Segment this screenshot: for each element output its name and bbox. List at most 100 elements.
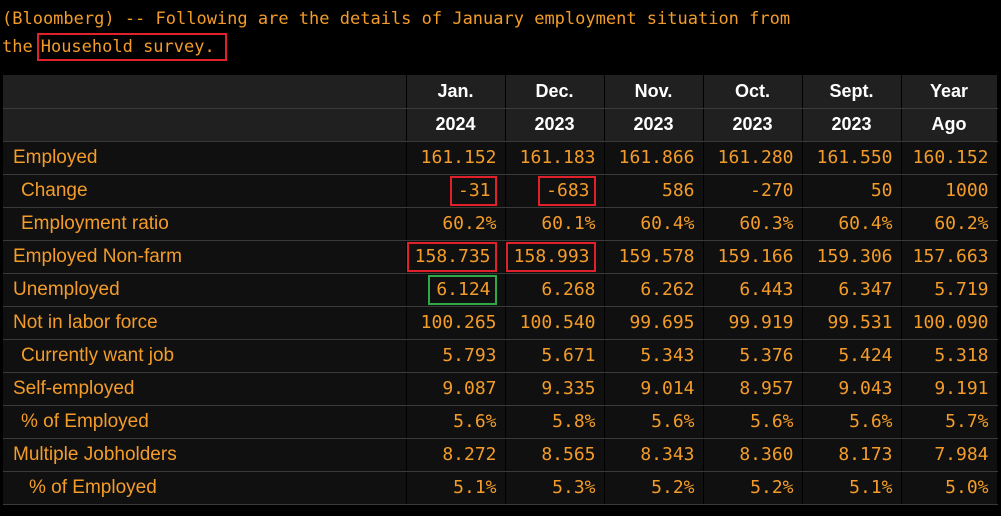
col-header-month: Sept. [802,75,902,109]
table-cell: 161.183 [505,141,605,175]
table-cell: 100.540 [505,306,605,340]
red-highlight-box: 158.993 [505,241,596,272]
red-highlight-box: -683 [538,175,596,206]
table-cell: 161.550 [802,141,902,175]
col-header-year: Ago [901,108,998,142]
table-cell: -270 [703,174,803,208]
row-label: Not in labor force [3,306,407,340]
table-row: % of Employed 5.6% 5.8% 5.6% 5.6% 5.6% 5… [3,405,998,439]
row-label: Employment ratio [3,207,407,241]
green-highlight-box: 6.124 [428,274,497,305]
table-cell: 8.565 [505,438,605,472]
table-cell: 5.2% [703,471,803,505]
red-highlight-box: 158.735 [406,241,497,272]
table-cell: 586 [604,174,704,208]
table-row: Change -31 -683 586 -270 50 1000 [3,174,998,208]
employment-table: Jan. Dec. Nov. Oct. Sept. Year 2024 2023… [3,75,998,505]
col-header-month: Oct. [703,75,803,109]
col-header-year: 2023 [703,108,803,142]
table-row: Multiple Jobholders 8.272 8.565 8.343 8.… [3,438,998,472]
table-row: Not in labor force 100.265 100.540 99.69… [3,306,998,340]
table-cell: 160.152 [901,141,998,175]
row-label: Unemployed [3,273,407,307]
table-cell: 5.793 [406,339,506,373]
header-blank [3,75,407,109]
table-cell: 1000 [901,174,998,208]
table-cell: 8.957 [703,372,803,406]
table-row: Unemployed 6.124 6.268 6.262 6.443 6.347… [3,273,998,307]
table-cell: 60.2% [406,207,506,241]
row-label: Change [3,174,407,208]
table-cell: 161.280 [703,141,803,175]
table-row: Employed Non-farm 158.735 158.993 159.57… [3,240,998,274]
table-cell: 5.0% [901,471,998,505]
table-cell: 5.1% [406,471,506,505]
table-cell: 8.360 [703,438,803,472]
table-cell: -683 [505,174,605,208]
table-cell: 5.8% [505,405,605,439]
table-cell: 60.4% [802,207,902,241]
table-cell: 99.531 [802,306,902,340]
table-cell: 5.719 [901,273,998,307]
table-cell: 5.1% [802,471,902,505]
table-cell: 158.735 [406,240,506,274]
table-cell: 60.4% [604,207,704,241]
table-cell: 100.090 [901,306,998,340]
table-cell: 5.2% [604,471,704,505]
table-cell: 99.695 [604,306,704,340]
table-cell: 60.1% [505,207,605,241]
table-cell: 158.993 [505,240,605,274]
table-cell: 6.443 [703,273,803,307]
table-row: Employed 161.152 161.183 161.866 161.280… [3,141,998,175]
row-label: Currently want job [3,339,407,373]
table-cell: 159.578 [604,240,704,274]
col-header-year: 2023 [505,108,605,142]
table-cell: 8.173 [802,438,902,472]
col-header-year: 2023 [802,108,902,142]
row-label: % of Employed [3,471,407,505]
table-cell: 161.152 [406,141,506,175]
row-label: Multiple Jobholders [3,438,407,472]
row-label: Employed Non-farm [3,240,407,274]
table-cell: 5.6% [406,405,506,439]
table-row: Self-employed 9.087 9.335 9.014 8.957 9.… [3,372,998,406]
intro-text: (Bloomberg) -- Following are the details… [2,5,992,61]
table-cell: 9.087 [406,372,506,406]
table-cell: 6.268 [505,273,605,307]
table-cell: 5.343 [604,339,704,373]
table-cell: 50 [802,174,902,208]
table-cell: 9.014 [604,372,704,406]
row-label: % of Employed [3,405,407,439]
row-label: Employed [3,141,407,175]
header-blank [3,108,407,142]
table-cell: 9.335 [505,372,605,406]
table-row: Currently want job 5.793 5.671 5.343 5.3… [3,339,998,373]
table-cell: 157.663 [901,240,998,274]
col-header-year: 2023 [604,108,704,142]
table-cell: 7.984 [901,438,998,472]
col-header-month: Dec. [505,75,605,109]
table-cell: 5.6% [703,405,803,439]
table-cell: 6.347 [802,273,902,307]
table-cell: 99.919 [703,306,803,340]
table-cell: 161.866 [604,141,704,175]
col-header-month: Nov. [604,75,704,109]
table-cell: 5.376 [703,339,803,373]
table-row: Employment ratio 60.2% 60.1% 60.4% 60.3%… [3,207,998,241]
table-cell: 100.265 [406,306,506,340]
table-cell: 6.262 [604,273,704,307]
household-survey-highlight: Household survey. [36,33,227,61]
table-cell: 5.318 [901,339,998,373]
table-cell: 6.124 [406,273,506,307]
table-cell: 5.6% [604,405,704,439]
table-cell: 159.306 [802,240,902,274]
col-header-year: 2024 [406,108,506,142]
table-cell: -31 [406,174,506,208]
intro-line-1: (Bloomberg) -- Following are the details… [2,9,791,29]
table-cell: 60.3% [703,207,803,241]
table-cell: 159.166 [703,240,803,274]
table-row: % of Employed 5.1% 5.3% 5.2% 5.2% 5.1% 5… [3,471,998,505]
red-highlight-box: -31 [449,175,497,206]
table-cell: 8.343 [604,438,704,472]
table-cell: 5.6% [802,405,902,439]
